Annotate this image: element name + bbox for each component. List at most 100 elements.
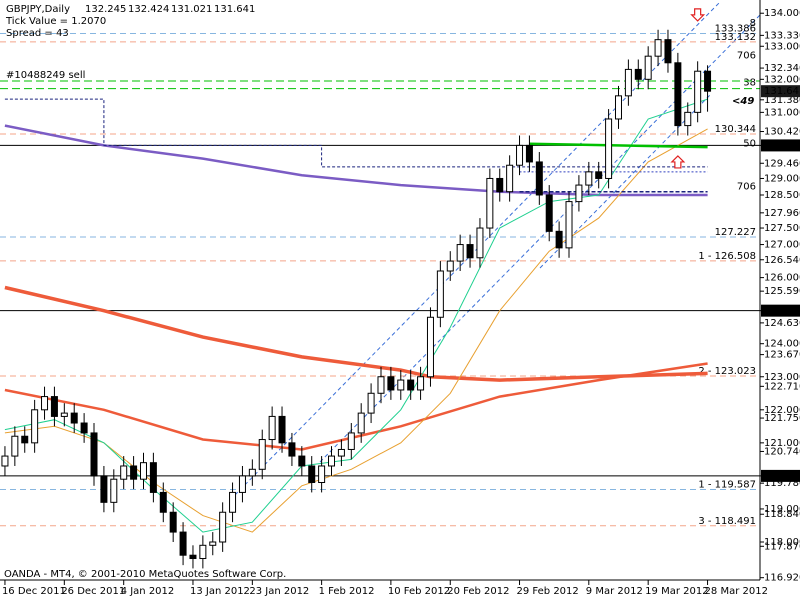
candle-body [80, 422, 88, 434]
y-tick-label: 121.750 [764, 413, 800, 424]
y-tick-label: 127.960 [764, 208, 800, 219]
x-tick-label: 26 Dec 2011 [61, 586, 125, 597]
candle-body [595, 171, 603, 179]
candle-body [21, 435, 29, 444]
candle-body [436, 270, 444, 318]
y-tick-label: 123.000 [764, 372, 800, 383]
y-tick-label: 129.460 [764, 158, 800, 169]
indicator-line [4, 285, 708, 382]
y-tick-label: 130.420 [764, 127, 800, 138]
y-tick-label: 132.000 [764, 74, 800, 85]
candle-body [308, 465, 316, 484]
fib-mark: 50 [743, 138, 756, 149]
x-tick-label: 23 Jan 2012 [249, 586, 309, 597]
tick-value: Tick Value = 1.2070 [5, 16, 106, 27]
x-tick-label: 19 Mar 2012 [645, 586, 708, 597]
y-tick-label: 127.500 [764, 223, 800, 234]
spread: Spread = 43 [6, 28, 69, 39]
y-tick-label: 120.000 [764, 471, 800, 482]
fib-mark: 706 [737, 181, 756, 192]
signal-arrow [690, 8, 706, 22]
candle-body [466, 244, 474, 259]
x-tick-label: 20 Feb 2012 [447, 586, 509, 597]
candle-body [506, 164, 514, 193]
candle-body [219, 511, 227, 543]
candle-body [684, 111, 692, 127]
level-label: 2 - 123.023 [698, 366, 756, 377]
level-label: 127.227 [715, 227, 756, 238]
level-label: 3 - 118.491 [698, 516, 756, 527]
candle-body [535, 161, 543, 196]
candle-body [149, 462, 157, 493]
candle-body [357, 412, 365, 434]
candle-body [516, 144, 524, 166]
x-tick-label: 9 Mar 2012 [586, 586, 643, 597]
price-highlight [761, 139, 800, 152]
y-tick-label: 131.380 [764, 95, 800, 106]
candle-body [229, 491, 237, 513]
candle-body [199, 544, 207, 560]
y-tick-label: 126.540 [764, 255, 800, 266]
price-highlight [761, 304, 800, 317]
candle-body [614, 95, 622, 120]
candle-body [130, 465, 138, 480]
candle-body [417, 376, 425, 391]
candle-body [110, 478, 118, 503]
y-tick-label: 120.740 [764, 446, 800, 457]
candle-body [367, 392, 375, 414]
candle-body [654, 39, 662, 57]
y-tick-label: 119.780 [764, 478, 800, 489]
candle-body [31, 409, 39, 444]
y-tick-label: 121.000 [764, 438, 800, 449]
candle-body [704, 70, 712, 92]
candle-body [179, 531, 187, 556]
candle-body [525, 144, 533, 163]
fib-mark: 38 [743, 77, 756, 88]
y-tick-label: 116.920 [764, 573, 800, 584]
level-label: 1 - 119.587 [698, 480, 756, 491]
candle-body [634, 68, 642, 80]
candle-body [694, 70, 702, 113]
x-tick-label: 16 Dec 2011 [2, 586, 66, 597]
candle-body [120, 465, 128, 480]
indicator-line [4, 128, 708, 533]
level-label: 130.344 [715, 124, 756, 135]
signal-arrow [670, 155, 686, 169]
y-tick-label: 123.670 [764, 350, 800, 361]
candle-body [555, 230, 563, 249]
fib-mark: 8 [750, 18, 756, 29]
candle-body [50, 396, 58, 417]
y-tick-label: 128.500 [764, 190, 800, 201]
candle-body [565, 201, 573, 249]
symbol: GBPJPY,Daily [6, 4, 70, 15]
candle-body [446, 260, 454, 272]
candle-body [298, 455, 306, 467]
y-tick-label: 132.340 [764, 63, 800, 74]
fib-mark: 706 [737, 51, 756, 62]
y-tick-label: 129.000 [764, 173, 800, 184]
current-price-label: 131.641 [764, 86, 800, 97]
y-tick-label: 124.000 [764, 339, 800, 350]
y-tick-label: 131.000 [764, 107, 800, 118]
candle-body [397, 379, 405, 391]
candle-body [347, 432, 355, 450]
candle-body [377, 376, 385, 394]
price-highlight [761, 469, 800, 482]
order-label: #10488249 sell [6, 70, 85, 81]
candle-body [664, 39, 672, 64]
candle-body [60, 412, 68, 417]
x-tick-label: 10 Feb 2012 [388, 586, 450, 597]
channel-line [539, 94, 711, 269]
candle-body [496, 177, 504, 193]
candle-body [476, 227, 484, 259]
x-tick-label: 4 Jan 2012 [121, 586, 175, 597]
indicator-line [529, 142, 708, 149]
current-price-box [761, 85, 800, 98]
x-tick-label: 29 Feb 2012 [517, 586, 579, 597]
y-tick-label: 125.590 [764, 286, 800, 297]
x-tick-label: 1 Feb 2012 [319, 586, 375, 597]
x-tick-label: 28 Mar 2012 [705, 586, 768, 597]
